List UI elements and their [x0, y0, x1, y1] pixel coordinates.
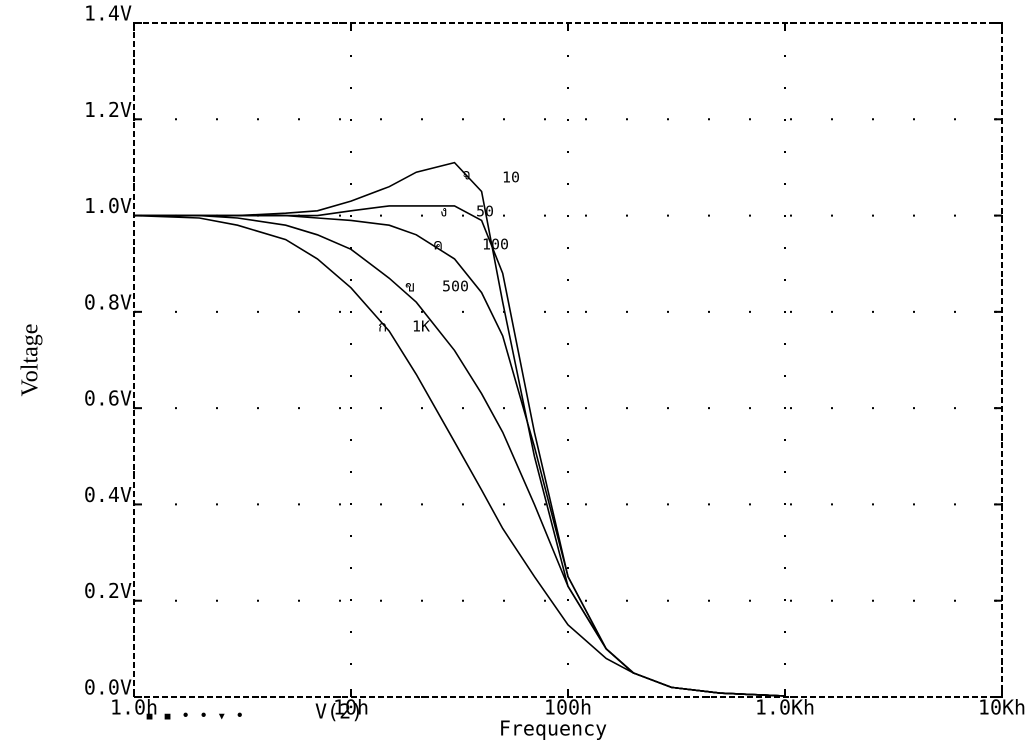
x-tick-label: 1.0h [110, 696, 158, 720]
series-marker-label: ข [405, 278, 415, 296]
y-tick-label: 0.4V [84, 483, 132, 507]
y-tick-label: 0.2V [84, 579, 132, 603]
series-label: 10 [502, 169, 520, 187]
series-marker-label: จ [462, 166, 471, 184]
y-tick-label: 0.8V [84, 290, 132, 314]
x-tick-label: 10Kh [978, 696, 1026, 720]
legend-marker: ▪ ▪ • • ▾ • [145, 707, 244, 725]
series-label: 100 [482, 236, 509, 254]
y-tick-label: 1.2V [84, 98, 132, 122]
series-line [133, 214, 786, 697]
x-axis-label: Frequency [499, 717, 607, 741]
x-tick-label: 1.0Kh [755, 696, 815, 720]
series-line [134, 161, 786, 697]
y-tick-label: 1.0V [84, 194, 132, 218]
y-tick-label: 1.4V [84, 2, 132, 26]
plot-frame [133, 22, 1003, 698]
series-label: 1K [412, 318, 430, 336]
series-marker-label: ค [433, 236, 443, 254]
y-tick-label: 0.6V [84, 387, 132, 411]
x-tick-label: 10h [333, 696, 369, 720]
y-tick-label: 0.0V [84, 676, 132, 700]
series-marker-label: ก [378, 318, 387, 336]
series-marker-label: ง [440, 203, 447, 221]
legend-label: V(2) [315, 700, 363, 724]
y-axis-label: Voltage [18, 324, 44, 397]
x-tick-label: 100h [544, 696, 592, 720]
series-label: 500 [442, 278, 469, 296]
series-label: 50 [476, 203, 494, 221]
